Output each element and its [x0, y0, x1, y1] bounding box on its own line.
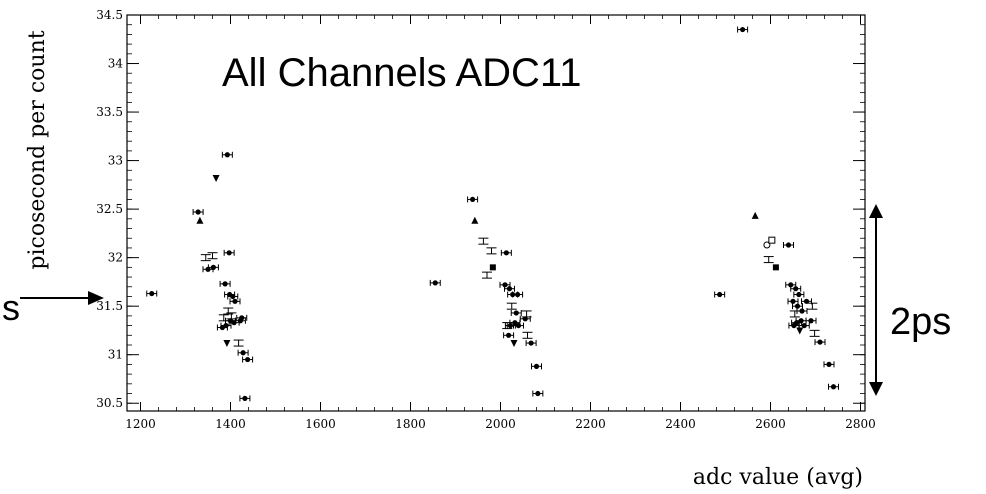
x-tick-label: 2600: [755, 417, 786, 431]
data-point: [226, 312, 237, 320]
data-point: [233, 339, 244, 347]
data-point: [796, 308, 808, 315]
data-point: [714, 291, 726, 298]
data-point: [737, 26, 749, 33]
x-tick-label: 1400: [215, 417, 246, 431]
data-point: [525, 340, 537, 347]
data-point: [503, 332, 515, 339]
data-point: [792, 303, 803, 310]
x-tick-label: 2200: [575, 417, 606, 431]
y-tick-label: 32.5: [96, 202, 123, 216]
data-point: [196, 216, 204, 224]
data-point: [814, 339, 826, 346]
data-point: [522, 331, 533, 339]
data-point: [512, 291, 524, 298]
y-tick-label: 30.5: [96, 396, 123, 410]
data-point: [223, 249, 235, 256]
data-point: [823, 361, 835, 368]
data-point: [242, 356, 254, 363]
pointer-arrow-head: [88, 291, 104, 305]
data-point: [790, 285, 802, 292]
data-point: [212, 175, 220, 183]
data-point: [229, 298, 241, 305]
data-point: [471, 216, 479, 224]
data-point: [510, 309, 522, 316]
data-point: [504, 285, 515, 292]
range-arrow-head-top: [869, 204, 883, 218]
data-point: [785, 281, 797, 288]
data-point: [499, 281, 511, 288]
data-point: [807, 302, 818, 310]
data-point: [521, 310, 532, 318]
data-point: [207, 252, 218, 260]
x-tick-label: 2000: [485, 417, 516, 431]
x-tick-label: 1800: [395, 417, 426, 431]
data-point: [237, 349, 249, 356]
data-point: [793, 291, 805, 298]
data-point: [192, 209, 204, 216]
x-tick-label: 1600: [305, 417, 336, 431]
data-point: [207, 264, 219, 271]
data-point: [239, 395, 251, 402]
plot-frame: [126, 14, 866, 412]
y-tick-label: 33: [108, 154, 123, 168]
y-tick-label: 33.5: [96, 105, 123, 119]
x-tick-label: 1200: [125, 417, 156, 431]
chart-title: All Channels ADC11: [222, 51, 581, 95]
y-tick-label: 32: [108, 251, 123, 265]
data-point: [783, 242, 794, 249]
left-side-label: s: [2, 287, 20, 328]
data-point: [219, 280, 231, 287]
data-point: [805, 317, 817, 324]
data-point: [787, 298, 799, 305]
data-point: [200, 254, 211, 262]
data-point: [221, 151, 233, 158]
data-point: [510, 340, 518, 348]
data-point: [223, 340, 231, 348]
data-point: [482, 271, 492, 279]
data-point: [429, 279, 441, 286]
data-point: [532, 390, 544, 397]
data-point: [236, 314, 248, 321]
x-tick-label: 2400: [665, 417, 696, 431]
data-point: [146, 290, 158, 297]
data-point: [763, 256, 774, 264]
data-point: [809, 329, 820, 337]
x-axis-title: adc value (avg): [693, 465, 863, 490]
data-point: [828, 383, 839, 390]
y-tick-label: 31: [108, 348, 123, 362]
data-point: [798, 322, 810, 329]
data-point: [506, 302, 517, 310]
axis-ticks: 1200 1400 1600 1800 2000 2200 2400 2600 2800 30.5…: [96, 8, 875, 431]
y-axis-title: picosecond per count: [25, 30, 50, 269]
range-arrow-head-bottom: [869, 382, 883, 396]
data-point: [218, 314, 229, 322]
data-point: [478, 237, 489, 245]
data-point: [513, 322, 524, 329]
data-point: [768, 236, 776, 244]
data-points: [146, 26, 839, 402]
data-point: [751, 211, 759, 219]
data-point: [227, 293, 239, 300]
data-point: [489, 264, 496, 271]
data-point: [801, 298, 812, 305]
data-point: [500, 249, 512, 256]
y-tick-label: 34.5: [96, 8, 123, 22]
data-point: [789, 310, 800, 318]
x-tick-label: 2800: [845, 417, 876, 431]
data-point: [467, 196, 479, 203]
range-label: 2ps: [890, 301, 951, 343]
y-tick-label: 31.5: [96, 299, 123, 313]
data-point: [796, 327, 804, 335]
y-tick-label: 34: [108, 57, 124, 71]
data-point: [772, 264, 779, 271]
data-point: [531, 363, 542, 370]
data-point: [486, 247, 497, 255]
